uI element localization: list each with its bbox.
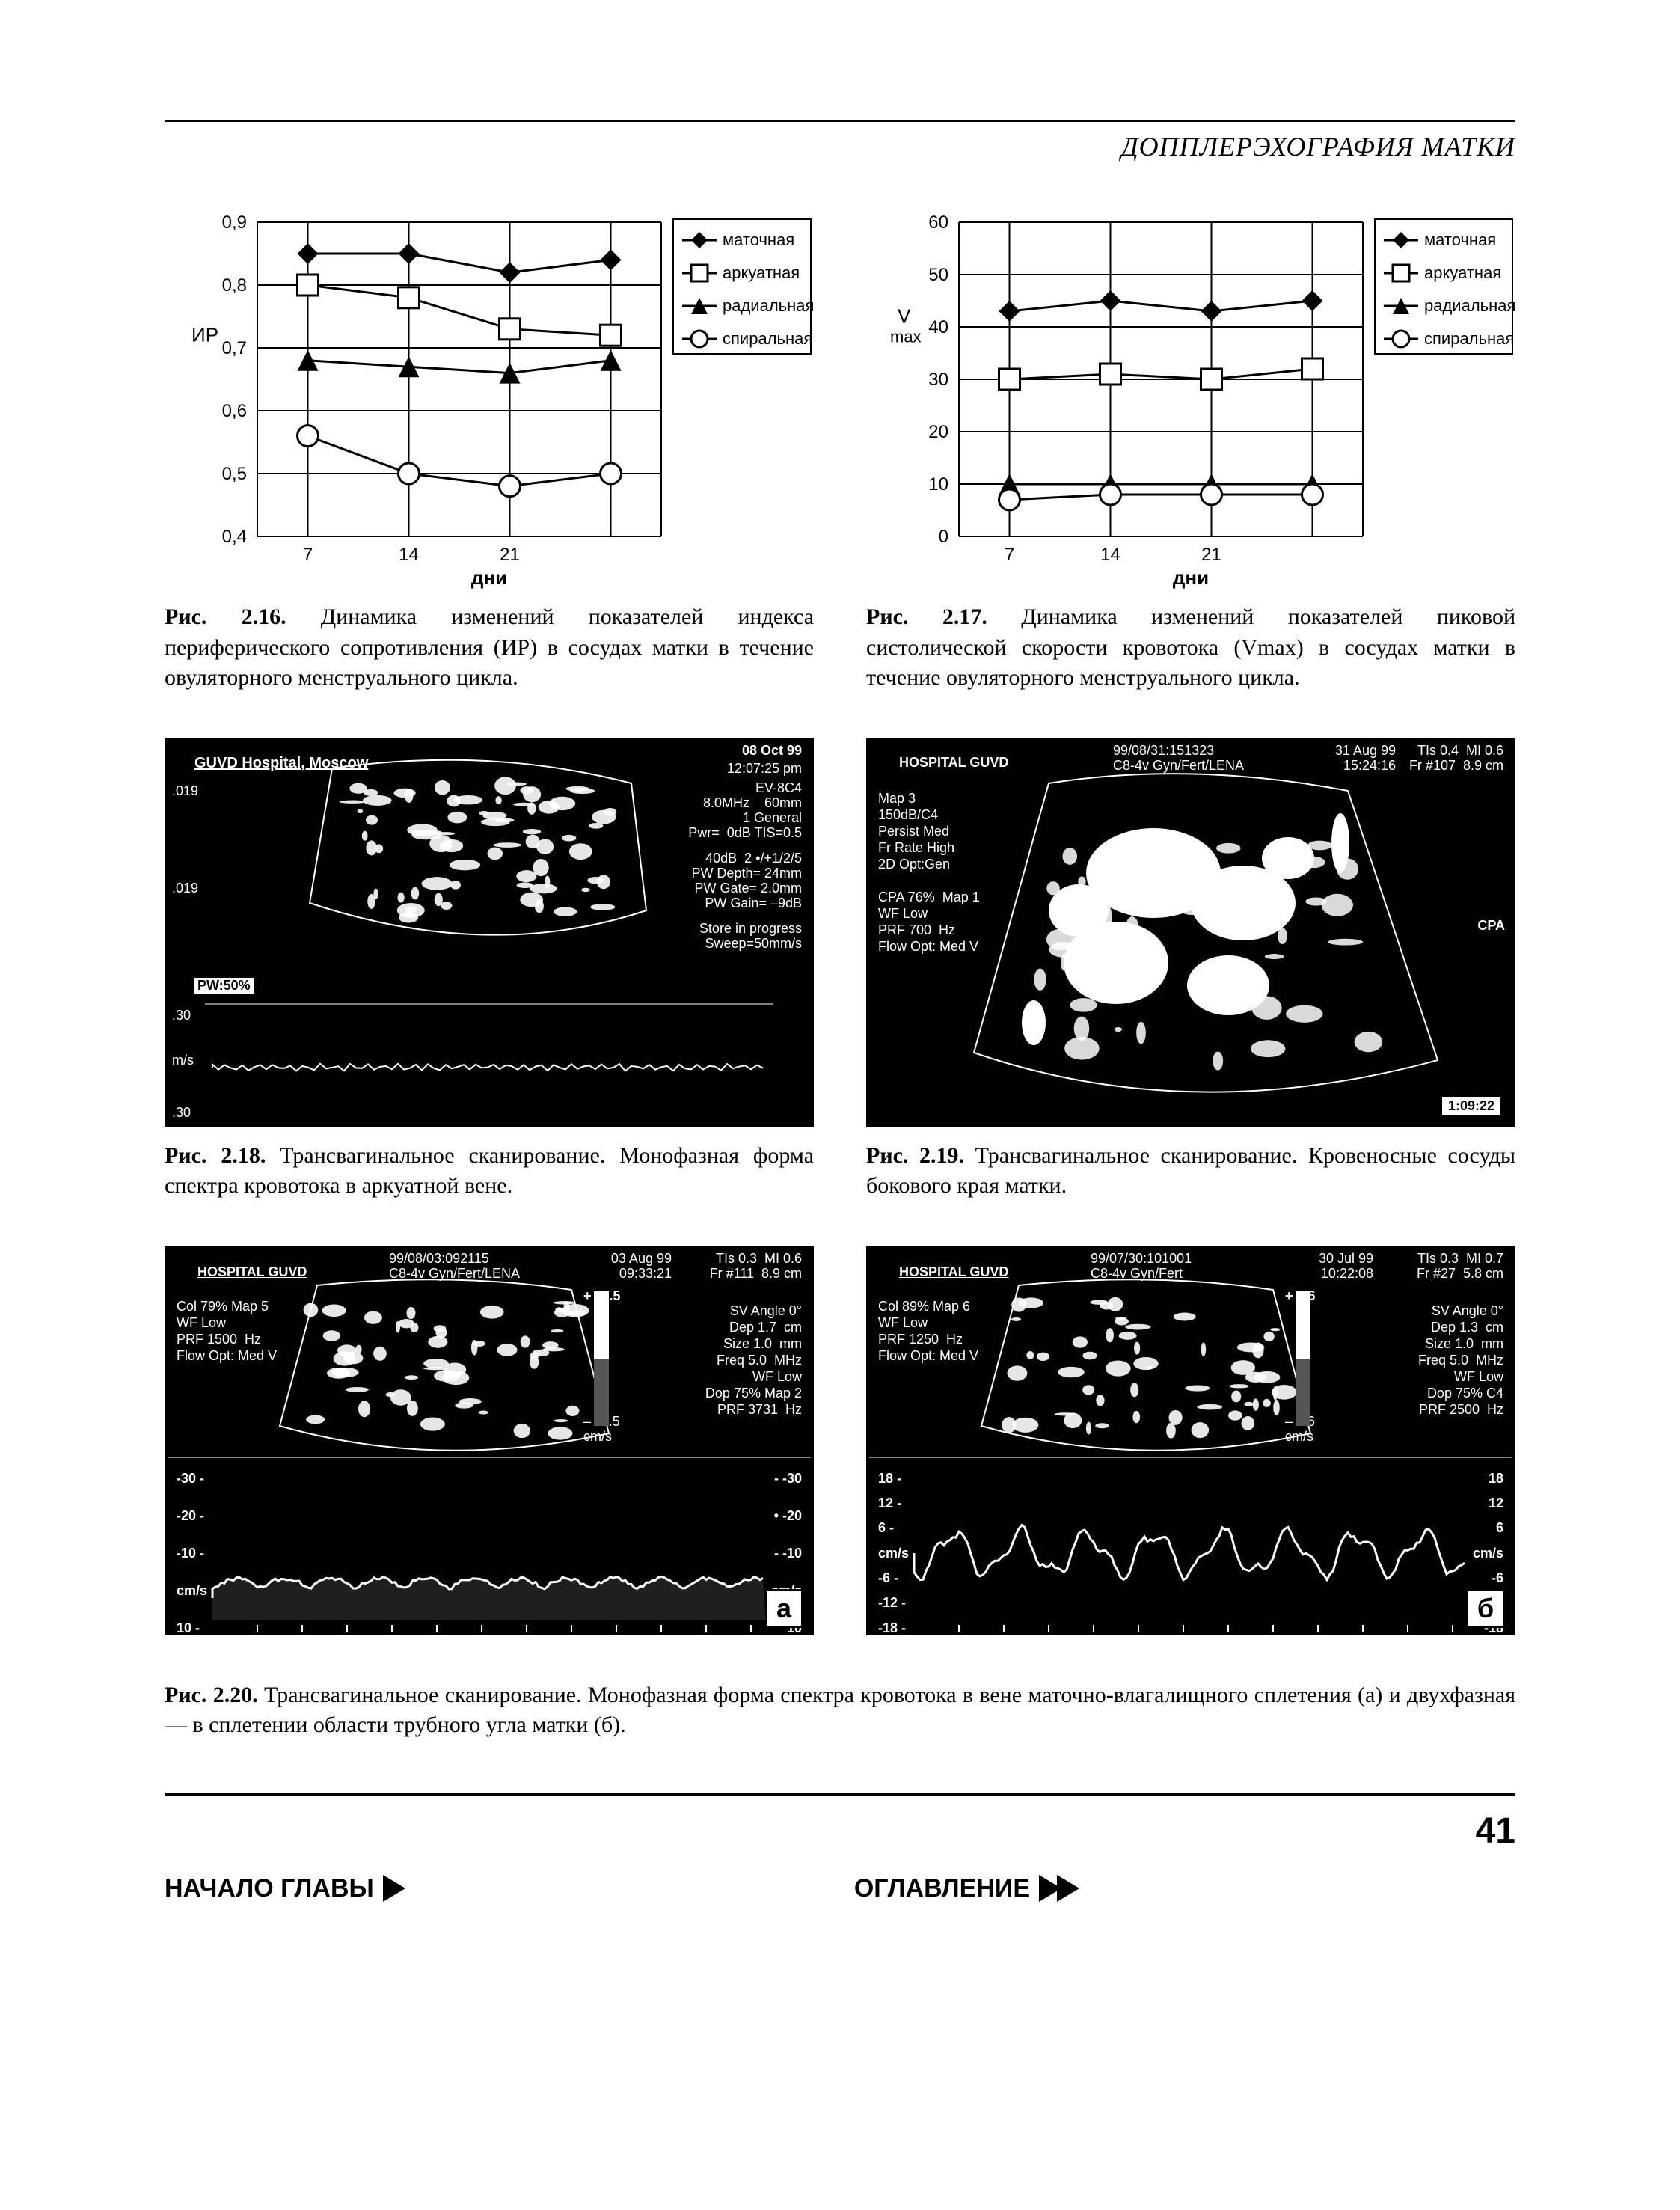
svg-text:0,5: 0,5 (222, 464, 247, 484)
footer-rule (165, 1793, 1515, 1796)
svg-text:0,8: 0,8 (222, 275, 247, 296)
nav-toc[interactable]: ОГЛАВЛЕНИЕ (854, 1874, 1079, 1903)
svg-text:0,4: 0,4 (222, 527, 247, 547)
chart-216: 0,4 0,5 0,6 0,7 0,8 0,9 7 14 21дни ИР маточная арку… (165, 200, 814, 589)
figtext-219: Трансвагинальное сканирование. Кровеносн… (866, 1143, 1515, 1199)
svg-text:аркуатная: аркуатная (723, 263, 800, 282)
page-number: 41 (165, 1810, 1515, 1852)
nav-chapter-start-label: НАЧАЛО ГЛАВЫ (165, 1874, 374, 1903)
us-220b: HOSPITAL GUVD99/07/30:101001C8-4v Gyn/Fe… (866, 1246, 1515, 1635)
svg-text:дни: дни (471, 566, 507, 589)
caption-216: Рис. 2.16. Динамика изменений показателе… (165, 602, 814, 694)
nav-row: НАЧАЛО ГЛАВЫ ОГЛАВЛЕНИЕ (165, 1874, 1515, 1903)
svg-text:радиальная: радиальная (723, 296, 814, 315)
svg-text:0: 0 (939, 527, 948, 547)
svg-text:аркуатная: аркуатная (1424, 263, 1501, 282)
svg-text:21: 21 (1201, 545, 1221, 565)
svg-text:радиальная: радиальная (1424, 296, 1515, 315)
fignum-219: Рис. 2.19. (866, 1143, 964, 1168)
us-219: HOSPITAL GUVD99/08/31:151323C8-4v Gyn/Fe… (866, 738, 1515, 1127)
caption-220: Рис. 2.20. Трансвагинальное сканирование… (165, 1680, 1515, 1741)
svg-text:30: 30 (928, 370, 948, 390)
svg-text:14: 14 (399, 545, 419, 565)
svg-text:10: 10 (928, 474, 948, 495)
play-icon (1057, 1875, 1079, 1902)
fignum-218: Рис. 2.18. (165, 1143, 266, 1168)
svg-text:7: 7 (1005, 545, 1014, 565)
svg-text:0,9: 0,9 (222, 212, 247, 233)
svg-text:60: 60 (928, 212, 948, 233)
svg-text:max: max (890, 327, 922, 346)
nav-toc-label: ОГЛАВЛЕНИЕ (854, 1874, 1030, 1903)
svg-text:спиральная: спиральная (723, 329, 812, 348)
svg-text:спиральная: спиральная (1424, 329, 1514, 348)
svg-text:21: 21 (500, 545, 520, 565)
svg-text:ИР: ИР (191, 324, 218, 346)
fignum-216: Рис. 2.16. (165, 604, 286, 629)
svg-text:20: 20 (928, 422, 948, 442)
caption-218: Рис. 2.18. Трансвагинальное сканирование… (165, 1141, 814, 1202)
row-charts: 0,40,50,60,70,80,971421дниИРматочнаяарку… (165, 200, 1515, 694)
svg-text:V: V (898, 304, 911, 327)
svg-text:7: 7 (303, 545, 313, 565)
us-220a: HOSPITAL GUVD99/08/03:092115C8-4v Gyn/Fe… (165, 1246, 814, 1635)
fignum-220: Рис. 2.20. (165, 1683, 258, 1707)
header-rule (165, 120, 1515, 122)
running-head: ДОППЛЕРЭХОГРАФИЯ МАТКИ (165, 131, 1515, 162)
svg-text:0,7: 0,7 (222, 338, 247, 358)
svg-text:маточная: маточная (1424, 230, 1496, 249)
footer: 41 НАЧАЛО ГЛАВЫ ОГЛАВЛЕНИЕ (165, 1793, 1515, 1903)
nav-chapter-start[interactable]: НАЧАЛО ГЛАВЫ (165, 1874, 405, 1903)
caption-219: Рис. 2.19. Трансвагинальное сканирование… (866, 1141, 1515, 1202)
figtext-220: Трансвагинальное сканирование. Монофазна… (165, 1683, 1515, 1738)
caption-217: Рис. 2.17. Динамика изменений показателе… (866, 602, 1515, 694)
svg-text:14: 14 (1100, 545, 1120, 565)
svg-text:маточная: маточная (723, 230, 794, 249)
svg-text:50: 50 (928, 265, 948, 285)
row-us-1: GUVD Hospital, Moscow08 Oct 9912:07:25 p… (165, 738, 1515, 1202)
chart-217: 0 10 20 30 40 50 60 7 14 21дни Vmax маточная аркуатн… (866, 200, 1515, 589)
svg-text:0,6: 0,6 (222, 401, 247, 421)
row-us-2: HOSPITAL GUVD99/08/03:092115C8-4v Gyn/Fe… (165, 1246, 1515, 1635)
svg-text:дни: дни (1173, 566, 1209, 589)
us-218: GUVD Hospital, Moscow08 Oct 9912:07:25 p… (165, 738, 814, 1127)
fignum-217: Рис. 2.17. (866, 604, 987, 629)
svg-text:40: 40 (928, 317, 948, 337)
play-icon (383, 1875, 405, 1902)
